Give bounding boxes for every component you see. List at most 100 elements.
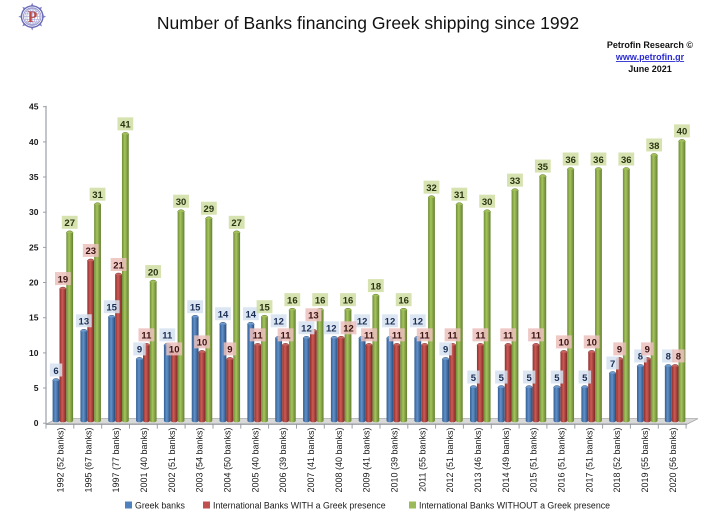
svg-text:2017 (51 banks): 2017 (51 banks) [584,428,594,493]
svg-text:12: 12 [357,317,368,328]
svg-text:11: 11 [447,331,458,342]
svg-text:11: 11 [253,331,264,342]
svg-text:11: 11 [364,331,375,342]
svg-text:2002 (51 banks): 2002 (51 banks) [167,428,177,493]
svg-text:20: 20 [29,278,39,288]
svg-text:33: 33 [510,176,521,187]
svg-text:2003 (54 banks): 2003 (54 banks) [195,428,205,493]
svg-text:5: 5 [554,373,560,384]
svg-text:11: 11 [162,331,173,342]
svg-text:2005 (40 banks): 2005 (40 banks) [250,428,260,493]
svg-text:19: 19 [58,274,69,285]
svg-text:10: 10 [197,338,208,349]
svg-text:9: 9 [645,345,650,356]
svg-text:29: 29 [204,204,215,215]
svg-text:36: 36 [593,155,604,166]
svg-text:5: 5 [499,373,505,384]
svg-text:Petrofin Research ©: Petrofin Research © [607,40,694,50]
svg-text:2018 (52 banks): 2018 (52 banks) [612,428,622,493]
svg-text:International Banks WITH a Gre: International Banks WITH a Greek presenc… [213,500,386,510]
svg-text:30: 30 [29,207,39,217]
svg-text:21: 21 [113,260,124,271]
svg-text:11: 11 [475,331,486,342]
svg-text:27: 27 [231,218,242,229]
svg-text:2010 (39 banks): 2010 (39 banks) [390,428,400,493]
svg-text:9: 9 [137,345,142,356]
svg-text:23: 23 [85,246,96,257]
svg-text:10: 10 [586,338,597,349]
svg-text:12: 12 [343,324,354,335]
svg-text:36: 36 [565,155,576,166]
svg-text:Greek banks: Greek banks [135,500,185,510]
svg-text:12: 12 [326,324,337,335]
svg-text:13: 13 [79,317,90,328]
svg-text:12: 12 [301,324,312,335]
svg-text:12: 12 [273,317,284,328]
svg-text:11: 11 [392,331,403,342]
svg-text:11: 11 [141,331,152,342]
svg-text:2020 (56 banks): 2020 (56 banks) [668,428,678,493]
svg-text:6: 6 [53,366,58,377]
svg-text:12: 12 [413,317,424,328]
svg-text:12: 12 [385,317,396,328]
svg-text:June 2021: June 2021 [628,64,672,74]
svg-text:20: 20 [148,267,159,278]
svg-text:31: 31 [454,190,465,201]
svg-text:30: 30 [176,197,187,208]
svg-text:15: 15 [106,303,117,314]
svg-text:16: 16 [343,295,354,306]
svg-text:1997 (77 banks): 1997 (77 banks) [111,428,121,493]
svg-text:2012 (51 banks): 2012 (51 banks) [445,428,455,493]
svg-text:31: 31 [92,190,103,201]
svg-text:10: 10 [559,338,570,349]
svg-text:2015 (51 banks): 2015 (51 banks) [529,428,539,493]
svg-text:15: 15 [190,303,201,314]
svg-text:2006 (39 banks): 2006 (39 banks) [278,428,288,493]
svg-text:30: 30 [482,197,493,208]
svg-text:16: 16 [287,295,298,306]
svg-text:40: 40 [29,137,39,147]
svg-text:16: 16 [398,295,409,306]
svg-text:11: 11 [531,331,542,342]
svg-text:2013 (46 banks): 2013 (46 banks) [473,428,483,493]
svg-text:2016 (51 banks): 2016 (51 banks) [557,428,567,493]
svg-text:10: 10 [169,345,180,356]
svg-text:7: 7 [610,359,615,370]
svg-text:11: 11 [281,331,292,342]
svg-text:14: 14 [218,310,229,321]
svg-text:2004 (50 banks): 2004 (50 banks) [223,428,233,493]
svg-text:11: 11 [420,331,431,342]
svg-text:P: P [28,9,38,26]
svg-text:18: 18 [371,281,382,292]
svg-text:11: 11 [503,331,514,342]
svg-text:45: 45 [29,102,39,112]
svg-text:2001 (40 banks): 2001 (40 banks) [139,428,149,493]
svg-text:15: 15 [259,303,270,314]
svg-text:8: 8 [676,352,681,363]
svg-text:2007 (41 banks): 2007 (41 banks) [306,428,316,493]
svg-text:0: 0 [34,418,39,428]
svg-text:36: 36 [621,155,632,166]
svg-text:www.petrofin.gr: www.petrofin.gr [615,52,685,62]
svg-text:9: 9 [227,345,232,356]
svg-text:2019 (55 banks): 2019 (55 banks) [640,428,650,493]
svg-text:International Banks WITHOUT a: International Banks WITHOUT a Greek pres… [419,500,610,510]
svg-text:2014 (49 banks): 2014 (49 banks) [501,428,511,493]
svg-text:2008 (40 banks): 2008 (40 banks) [334,428,344,493]
svg-text:16: 16 [315,295,326,306]
svg-text:38: 38 [649,141,660,152]
svg-text:15: 15 [29,313,39,323]
svg-text:5: 5 [34,383,39,393]
svg-text:2009 (41 banks): 2009 (41 banks) [362,428,372,493]
svg-text:32: 32 [426,183,437,194]
svg-text:2011 (55 banks): 2011 (55 banks) [417,428,427,492]
svg-text:9: 9 [443,345,448,356]
svg-text:25: 25 [29,242,39,252]
svg-text:1992 (52 banks): 1992 (52 banks) [56,428,66,493]
svg-text:5: 5 [526,373,532,384]
svg-text:13: 13 [308,311,319,322]
svg-text:8: 8 [638,352,643,363]
svg-text:8: 8 [666,352,671,363]
svg-text:27: 27 [64,218,75,229]
svg-text:9: 9 [617,345,622,356]
